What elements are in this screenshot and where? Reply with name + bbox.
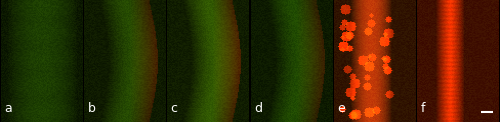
Text: a: a (4, 102, 12, 115)
Text: e: e (337, 102, 345, 115)
Text: d: d (254, 102, 262, 115)
Text: b: b (88, 102, 96, 115)
Text: c: c (170, 102, 177, 115)
Text: f: f (420, 102, 425, 115)
